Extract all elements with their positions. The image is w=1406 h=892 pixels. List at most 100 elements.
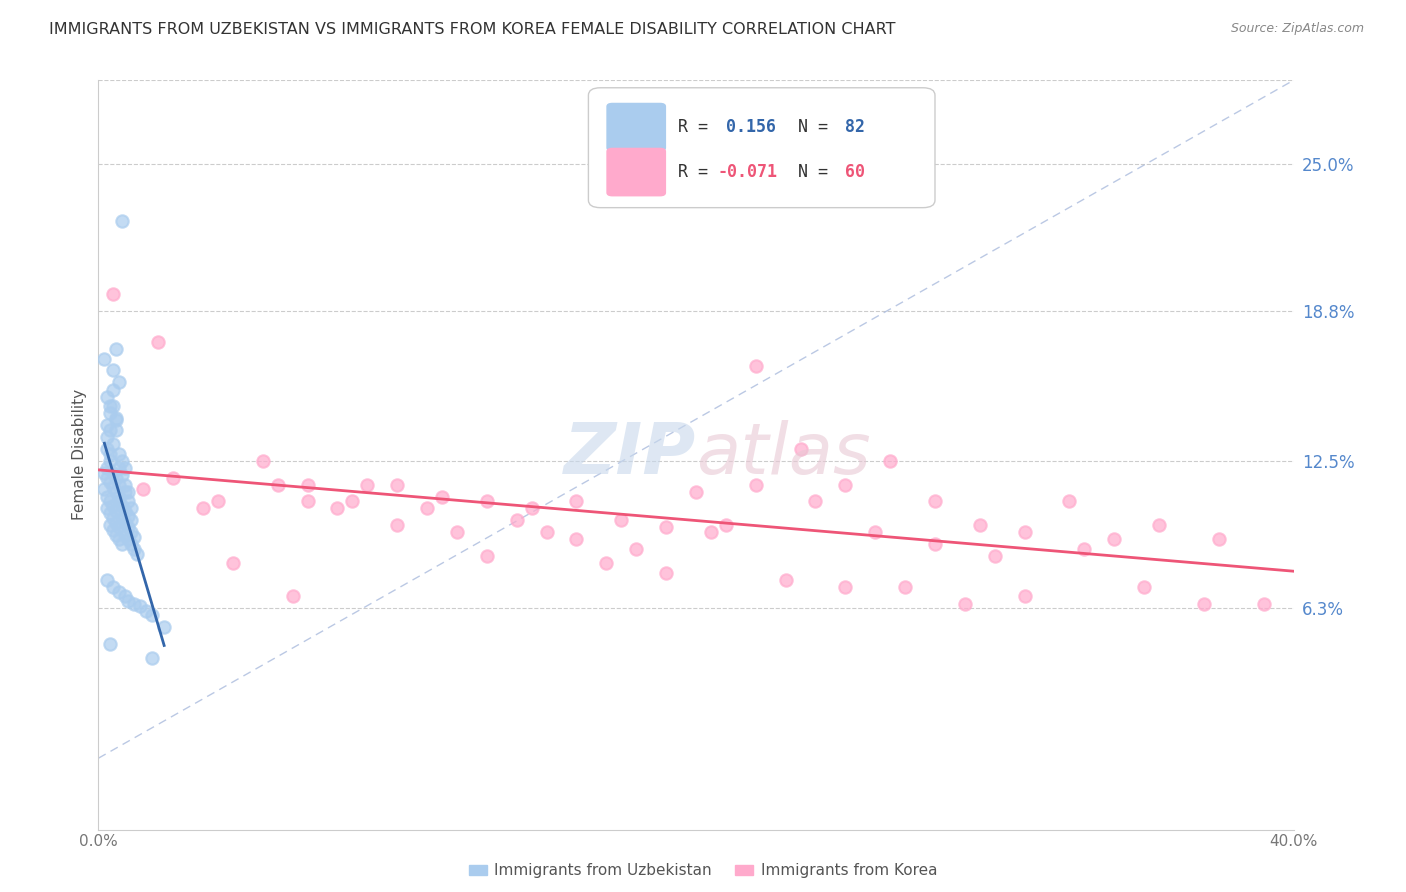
Point (969, 518, 991, 533)
Point (141, 608, 163, 623)
Point (96, 430, 118, 444)
Point (1073, 541, 1095, 556)
Point (98, 475, 122, 490)
FancyBboxPatch shape (606, 103, 666, 152)
Point (105, 342, 128, 356)
Point (114, 504, 136, 518)
Point (105, 527, 128, 541)
Point (93, 351, 115, 366)
Point (120, 537, 142, 551)
Point (267, 477, 290, 491)
Point (120, 513, 142, 527)
Point (96, 461, 118, 475)
Point (114, 477, 136, 491)
Text: atlas: atlas (696, 420, 870, 490)
Point (103, 480, 125, 494)
Point (108, 494, 131, 508)
Point (108, 490, 131, 504)
Point (103, 383, 125, 397)
Point (191, 501, 214, 516)
Point (385, 518, 409, 533)
Point (111, 213, 134, 227)
Text: Source: ZipAtlas.com: Source: ZipAtlas.com (1230, 22, 1364, 36)
FancyBboxPatch shape (589, 87, 935, 208)
Point (1014, 525, 1036, 540)
Point (120, 525, 142, 540)
Point (595, 556, 617, 570)
Point (96, 490, 118, 504)
Point (124, 597, 146, 611)
Point (207, 494, 229, 508)
Text: R =: R = (678, 118, 709, 136)
Point (626, 541, 648, 556)
Text: 82: 82 (845, 118, 865, 136)
Point (103, 523, 125, 537)
Point (117, 494, 139, 508)
Point (326, 501, 349, 516)
Point (879, 454, 901, 468)
Point (129, 599, 152, 613)
Point (96, 501, 118, 516)
Point (610, 513, 633, 527)
Point (745, 477, 768, 491)
Point (655, 520, 678, 534)
Point (103, 437, 125, 451)
Point (430, 490, 453, 504)
Point (117, 533, 139, 547)
Point (114, 590, 136, 604)
Point (416, 501, 439, 516)
Point (1014, 590, 1036, 604)
Point (96, 442, 118, 456)
Point (96, 573, 118, 587)
Point (108, 477, 131, 491)
Point (105, 504, 128, 518)
Point (105, 411, 128, 425)
Point (520, 501, 543, 516)
Point (120, 501, 142, 516)
Point (141, 651, 163, 665)
Point (108, 447, 131, 461)
Text: N =: N = (797, 162, 828, 181)
Legend: Immigrants from Uzbekistan, Immigrants from Korea: Immigrants from Uzbekistan, Immigrants f… (463, 857, 943, 884)
Point (297, 494, 319, 508)
Point (124, 530, 146, 544)
Point (103, 363, 125, 377)
Point (775, 573, 797, 587)
Point (1192, 597, 1215, 611)
Point (148, 334, 170, 349)
Point (153, 620, 176, 634)
Point (565, 494, 588, 508)
Point (356, 477, 378, 491)
Point (108, 533, 131, 547)
Point (108, 376, 131, 390)
Point (98, 447, 122, 461)
Point (111, 511, 134, 525)
Point (93, 466, 115, 480)
Point (281, 590, 304, 604)
Point (953, 597, 976, 611)
Point (135, 604, 157, 618)
Point (114, 516, 136, 530)
Point (132, 483, 155, 497)
Point (108, 461, 131, 475)
Point (506, 513, 529, 527)
Point (117, 484, 139, 499)
Point (700, 525, 723, 540)
Point (124, 541, 146, 556)
Point (924, 537, 946, 551)
Text: N =: N = (797, 118, 828, 136)
Text: IMMIGRANTS FROM UZBEKISTAN VS IMMIGRANTS FROM KOREA FEMALE DISABILITY CORRELATIO: IMMIGRANTS FROM UZBEKISTAN VS IMMIGRANTS… (49, 22, 896, 37)
Point (1133, 580, 1156, 594)
Point (105, 470, 128, 484)
Point (98, 637, 122, 651)
Point (894, 580, 917, 594)
Point (103, 466, 125, 480)
Point (984, 549, 1007, 563)
Text: 60: 60 (845, 162, 865, 181)
Point (1059, 494, 1081, 508)
Point (745, 359, 768, 373)
Point (252, 454, 274, 468)
Point (103, 287, 125, 301)
Point (98, 399, 122, 413)
Point (103, 399, 125, 413)
